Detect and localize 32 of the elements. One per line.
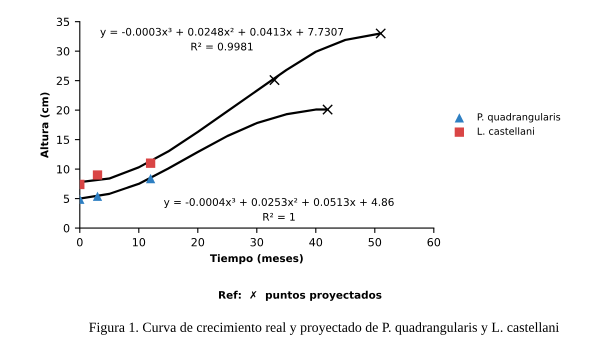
x-tick-label: 20: [192, 238, 204, 246]
point: [269, 74, 280, 86]
x-axis-title: Tiempo (meses): [210, 254, 303, 264]
y-tick-label: 30: [56, 47, 70, 56]
y-tick-label: 10: [57, 165, 70, 174]
annotation: y = -0.0004x³ + 0.0253x² + 0.0513x + 4.86: [164, 198, 394, 208]
y-tick-label: 35: [56, 18, 70, 26]
y-tick-label: 5: [64, 194, 70, 203]
text: Ref: ✗ puntos proyectados: [219, 290, 382, 301]
point: [92, 170, 102, 180]
x-tick-label: 30: [250, 238, 264, 246]
x-tick-label: 60: [428, 238, 440, 246]
y-tick-label: 15: [57, 136, 70, 144]
y-tick-label: 20: [56, 106, 70, 115]
annotation: R² = 1: [263, 212, 295, 221]
x-tick-label: 50: [368, 238, 382, 246]
x-tick-label: 0: [77, 238, 83, 246]
y-tick-label: 25: [56, 76, 70, 86]
annotation: R² = 0.9981: [191, 42, 253, 50]
x-tick-label: 40: [309, 238, 322, 246]
legend-label: L. castellani: [478, 127, 534, 135]
text: Figura 1. Curva de crecimiento real y proyectado de P. quadrangularis y L. castellani: [89, 322, 559, 335]
x-tick-label: 10: [132, 238, 146, 246]
point: [322, 104, 333, 115]
point: [146, 158, 156, 168]
point: [146, 174, 156, 184]
annotation: y = -0.0003x³ + 0.0248x² + 0.0413x + 7.7307: [100, 28, 344, 38]
point: [375, 28, 386, 39]
point: [92, 192, 102, 201]
legend-label: P. quadrangularis: [478, 113, 560, 122]
y-axis-title: Altura (cm): [40, 92, 50, 158]
y-tick-label: 0: [64, 224, 70, 232]
